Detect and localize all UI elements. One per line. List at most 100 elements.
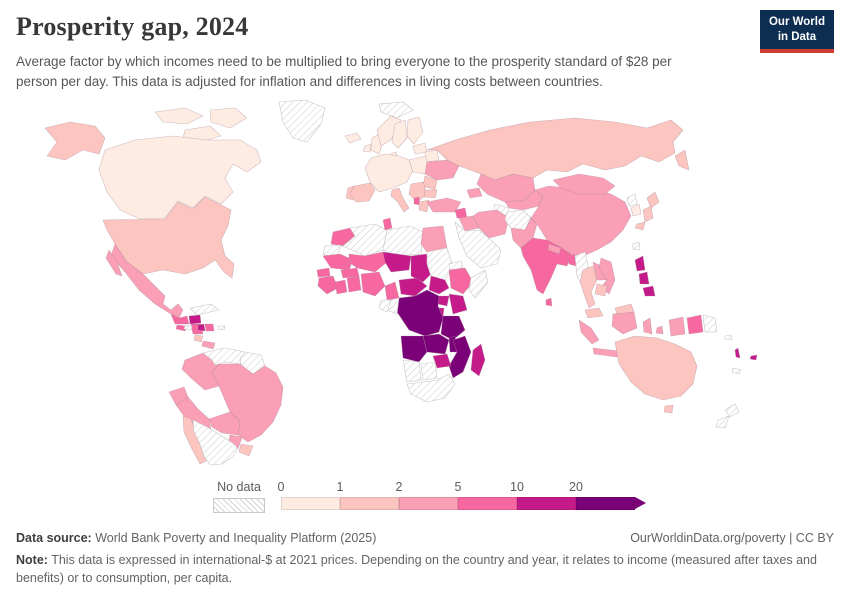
owid-logo[interactable]: Our World in Data bbox=[759, 10, 834, 53]
country-fiji[interactable] bbox=[749, 354, 758, 361]
country-italy[interactable] bbox=[390, 187, 410, 213]
country-tasmania[interactable] bbox=[663, 404, 674, 414]
country-dr-congo[interactable] bbox=[396, 289, 444, 337]
country-kazakhstan[interactable] bbox=[476, 173, 536, 203]
country-angola[interactable] bbox=[400, 335, 428, 363]
country-finland[interactable] bbox=[406, 116, 424, 145]
country-venezuela[interactable] bbox=[202, 347, 246, 366]
country-burkina-faso[interactable] bbox=[340, 267, 360, 279]
country-indonesia-sulawesi[interactable] bbox=[642, 317, 653, 335]
legend-bin-10-20[interactable] bbox=[517, 497, 576, 510]
country-greece[interactable] bbox=[418, 199, 430, 213]
country-philippines-visayas[interactable] bbox=[638, 271, 650, 285]
country-jamaica[interactable] bbox=[183, 325, 193, 331]
country-bolivia[interactable] bbox=[208, 411, 241, 436]
country-kenya[interactable] bbox=[448, 293, 468, 315]
country-turkey[interactable] bbox=[426, 197, 462, 213]
country-spain[interactable] bbox=[349, 182, 376, 203]
country-mozambique[interactable] bbox=[448, 335, 472, 379]
country-iceland[interactable] bbox=[344, 132, 362, 144]
country-new-caledonia[interactable] bbox=[731, 367, 742, 375]
country-syria[interactable] bbox=[454, 207, 468, 219]
country-namibia[interactable] bbox=[402, 359, 422, 383]
legend-bin-20+[interactable] bbox=[576, 497, 635, 510]
legend-bin-0-1[interactable] bbox=[281, 497, 340, 510]
country-canada[interactable] bbox=[98, 135, 262, 220]
country-honduras[interactable] bbox=[188, 314, 202, 325]
country-iran[interactable] bbox=[472, 209, 510, 239]
country-north-korea[interactable] bbox=[626, 193, 638, 207]
country-arabian-peninsula[interactable] bbox=[454, 221, 502, 269]
country-madagascar[interactable] bbox=[470, 343, 486, 377]
country-russia[interactable] bbox=[426, 117, 684, 181]
legend-no-data[interactable]: No data bbox=[213, 480, 265, 513]
country-belarus[interactable] bbox=[424, 149, 440, 163]
country-png-east[interactable] bbox=[702, 314, 718, 333]
country-bulgaria[interactable] bbox=[423, 189, 438, 199]
country-greenland[interactable] bbox=[278, 99, 326, 143]
country-sri-lanka[interactable] bbox=[545, 297, 553, 307]
country-somalia[interactable] bbox=[468, 269, 489, 299]
country-japan-kyushu[interactable] bbox=[634, 221, 646, 231]
country-panama[interactable] bbox=[201, 340, 216, 350]
country-south-sudan[interactable] bbox=[428, 275, 450, 295]
country-egypt[interactable] bbox=[420, 225, 448, 253]
country-japan-hokkaido[interactable] bbox=[646, 191, 660, 209]
country-guatemala[interactable] bbox=[170, 313, 190, 325]
country-caucasus[interactable] bbox=[466, 187, 483, 199]
country-ethiopia[interactable] bbox=[448, 267, 474, 295]
country-uruguay[interactable] bbox=[238, 443, 254, 457]
country-ghana[interactable] bbox=[346, 275, 362, 293]
country-haiti[interactable] bbox=[197, 323, 206, 332]
country-kamchatka[interactable] bbox=[674, 149, 690, 171]
country-indonesia-maluku[interactable] bbox=[655, 325, 664, 335]
country-mali[interactable] bbox=[348, 251, 388, 273]
country-uganda[interactable] bbox=[437, 295, 450, 307]
country-zimbabwe[interactable] bbox=[432, 353, 452, 369]
legend-bin-5-10[interactable] bbox=[458, 497, 517, 510]
country-australia[interactable] bbox=[614, 335, 698, 401]
country-sweden[interactable] bbox=[391, 119, 408, 149]
country-nepal[interactable] bbox=[547, 243, 562, 255]
country-indonesia-papua[interactable] bbox=[668, 316, 686, 337]
country-tanzania[interactable] bbox=[440, 315, 466, 341]
legend-colorbar[interactable]: 0 1 2 5 10 20 bbox=[278, 480, 661, 514]
country-new-zealand-north[interactable] bbox=[724, 403, 740, 418]
country-libya[interactable] bbox=[382, 225, 424, 257]
country-bangladesh[interactable] bbox=[566, 253, 577, 267]
country-senegal[interactable] bbox=[316, 267, 331, 278]
country-pakistan[interactable] bbox=[510, 217, 538, 249]
country-indonesia-sumatra[interactable] bbox=[578, 319, 600, 345]
country-new-zealand-south[interactable] bbox=[715, 415, 730, 429]
country-japan-honshu[interactable] bbox=[642, 205, 654, 223]
country-taiwan[interactable] bbox=[632, 241, 641, 251]
country-south-korea[interactable] bbox=[630, 203, 642, 217]
country-gabon[interactable] bbox=[378, 299, 392, 313]
country-zambia[interactable] bbox=[422, 333, 450, 355]
country-mauritania[interactable] bbox=[322, 253, 354, 271]
country-dominican-republic[interactable] bbox=[204, 323, 215, 332]
country-south-africa[interactable] bbox=[406, 373, 456, 403]
country-vanuatu[interactable] bbox=[734, 347, 741, 359]
country-chad[interactable] bbox=[410, 253, 432, 283]
country-niger[interactable] bbox=[382, 251, 412, 273]
country-thailand[interactable] bbox=[579, 265, 598, 309]
country-costa-rica[interactable] bbox=[193, 334, 204, 343]
country-cote-divoire[interactable] bbox=[334, 279, 348, 295]
country-cameroon[interactable] bbox=[384, 281, 400, 301]
credit-link[interactable]: OurWorldinData.org/poverty | CC BY bbox=[630, 531, 834, 545]
country-botswana[interactable] bbox=[420, 361, 438, 381]
country-el-salvador[interactable] bbox=[175, 324, 188, 332]
country-guinea[interactable] bbox=[317, 275, 339, 295]
country-malaysia[interactable] bbox=[584, 307, 604, 319]
country-algeria[interactable] bbox=[342, 223, 388, 257]
country-philippines-mindanao[interactable] bbox=[642, 285, 656, 297]
country-mongolia[interactable] bbox=[552, 173, 616, 195]
legend-bin-1-2[interactable] bbox=[340, 497, 399, 510]
country-canada-arctic-2[interactable] bbox=[209, 107, 248, 129]
country-mexico-baja[interactable] bbox=[105, 249, 123, 277]
country-puerto-rico[interactable] bbox=[217, 325, 226, 331]
country-cambodia[interactable] bbox=[594, 283, 608, 297]
country-svalbard[interactable] bbox=[378, 101, 414, 119]
country-argentina[interactable] bbox=[192, 419, 239, 466]
